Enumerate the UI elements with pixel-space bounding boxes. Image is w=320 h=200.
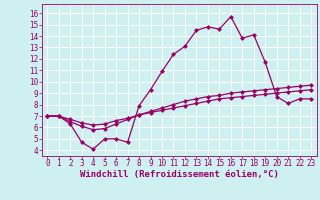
- X-axis label: Windchill (Refroidissement éolien,°C): Windchill (Refroidissement éolien,°C): [80, 170, 279, 179]
